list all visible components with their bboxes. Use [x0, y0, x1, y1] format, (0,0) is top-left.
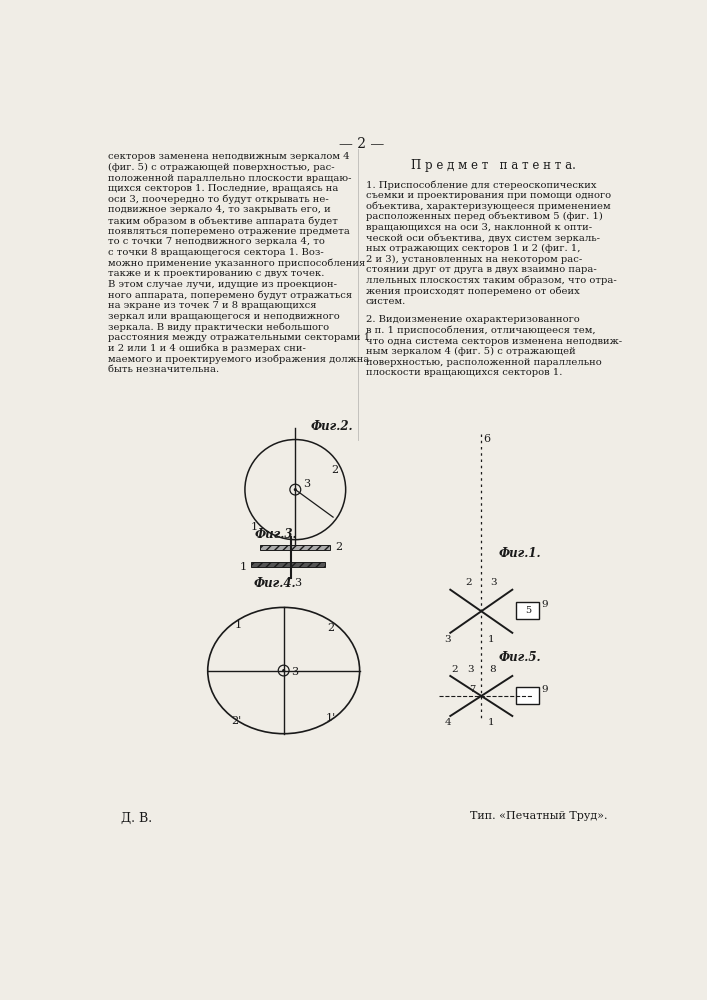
Text: 1: 1 [250, 522, 257, 532]
Text: 3: 3 [295, 578, 302, 588]
Text: 9: 9 [541, 685, 548, 694]
Text: Фиг.2.: Фиг.2. [310, 420, 353, 433]
Text: ным зеркалом 4 (фиг. 5) с отражающей: ным зеркалом 4 (фиг. 5) с отражающей [366, 347, 575, 356]
Text: съемки и проектирования при помощи одного: съемки и проектирования при помощи одног… [366, 191, 611, 200]
Text: жения происходят поперемено от обеих: жения происходят поперемено от обеих [366, 286, 580, 296]
Text: — 2 —: — 2 — [339, 137, 385, 151]
Text: ллельных плоскостях таким образом, что отра-: ллельных плоскостях таким образом, что о… [366, 276, 617, 285]
Text: маемого и проектируемого изображения должна: маемого и проектируемого изображения дол… [107, 354, 369, 364]
Text: 9: 9 [541, 600, 548, 609]
Text: П р е д м е т   п а т е н т а.: П р е д м е т п а т е н т а. [411, 158, 576, 172]
Text: плоскости вращающихся секторов 1.: плоскости вращающихся секторов 1. [366, 368, 562, 377]
Text: зеркал или вращающегося и неподвижного: зеркал или вращающегося и неподвижного [107, 312, 339, 321]
Text: 1: 1 [487, 635, 494, 644]
Text: Д. В.: Д. В. [121, 811, 152, 824]
Text: 5: 5 [525, 606, 531, 615]
Text: 3: 3 [303, 479, 310, 489]
Text: 3: 3 [491, 578, 497, 587]
Text: ческой оси объектива, двух систем зеркаль-: ческой оси объектива, двух систем зеркал… [366, 233, 600, 243]
Text: В этом случае лучи, идущие из проекцион-: В этом случае лучи, идущие из проекцион- [107, 280, 337, 289]
Text: Тип. «Печатный Труд».: Тип. «Печатный Труд». [470, 811, 607, 821]
Text: положенной параллельно плоскости вращаю-: положенной параллельно плоскости вращаю- [107, 174, 351, 183]
Text: и 2 или 1 и 4 ошибка в размерах сни-: и 2 или 1 и 4 ошибка в размерах сни- [107, 344, 305, 353]
Text: расстояния между отражательными секторами 1: расстояния между отражательными секторам… [107, 333, 370, 342]
Text: 3: 3 [445, 635, 451, 644]
Text: 3: 3 [467, 665, 474, 674]
Text: ных отражающих секторов 1 и 2 (фиг. 1,: ных отражающих секторов 1 и 2 (фиг. 1, [366, 244, 580, 253]
Text: Фиг.3.: Фиг.3. [255, 528, 298, 541]
Text: 2: 2 [466, 578, 472, 587]
Text: Фиг.5.: Фиг.5. [498, 651, 541, 664]
Text: 6: 6 [484, 434, 491, 444]
Text: 2: 2 [451, 665, 457, 674]
Circle shape [293, 488, 297, 491]
Text: появляться поперемено отражение предмета: появляться поперемено отражение предмета [107, 227, 350, 236]
Text: систем.: систем. [366, 297, 406, 306]
Text: Фиг.1.: Фиг.1. [498, 547, 541, 560]
Text: 2: 2 [328, 623, 335, 633]
Text: в п. 1 приспособления, отличающееся тем,: в п. 1 приспособления, отличающееся тем, [366, 326, 595, 335]
Text: таким образом в объективе аппарата будет: таким образом в объективе аппарата будет [107, 216, 338, 226]
Text: можно применение указанного приспособления: можно применение указанного приспособлен… [107, 259, 365, 268]
Text: расположенных перед объективом 5 (фиг. 1): расположенных перед объективом 5 (фиг. 1… [366, 212, 602, 221]
Text: 1': 1' [325, 713, 336, 723]
Text: 1: 1 [240, 562, 247, 572]
Text: 2. Видоизменение охарактеризованного: 2. Видоизменение охарактеризованного [366, 315, 580, 324]
Text: вращающихся на оси 3, наклонной к опти-: вращающихся на оси 3, наклонной к опти- [366, 223, 592, 232]
Text: 8: 8 [489, 665, 496, 674]
Text: зеркала. В виду практически небольшого: зеркала. В виду практически небольшого [107, 322, 329, 332]
Text: ного аппарата, поперемено будут отражаться: ного аппарата, поперемено будут отражать… [107, 290, 352, 300]
Text: 2: 2 [332, 465, 339, 475]
Text: (фиг. 5) с отражающей поверхностью, рас-: (фиг. 5) с отражающей поверхностью, рас- [107, 163, 334, 172]
Text: что одна система секторов изменена неподвиж-: что одна система секторов изменена непод… [366, 337, 622, 346]
Text: Фиг.4.: Фиг.4. [253, 577, 296, 590]
Text: оси 3, поочередно то будут открывать не-: оси 3, поочередно то будут открывать не- [107, 195, 329, 204]
Bar [251, 562, 325, 567]
Text: стоянии друг от друга в двух взаимно пара-: стоянии друг от друга в двух взаимно пар… [366, 265, 597, 274]
Circle shape [282, 669, 285, 672]
Text: быть незначительна.: быть незначительна. [107, 365, 219, 374]
Bar [516, 602, 539, 619]
Text: 7: 7 [469, 685, 475, 694]
Text: 4: 4 [445, 718, 451, 727]
Text: также и к проектированию с двух точек.: также и к проектированию с двух точек. [107, 269, 324, 278]
Text: 1: 1 [235, 620, 242, 630]
Text: секторов заменена неподвижным зеркалом 4: секторов заменена неподвижным зеркалом 4 [107, 152, 349, 161]
Text: 2: 2 [336, 542, 343, 552]
Text: 2': 2' [232, 716, 242, 726]
Text: 3: 3 [291, 667, 298, 677]
Bar [516, 687, 539, 704]
Bar [260, 545, 330, 550]
Text: 1. Приспособление для стереоскопических: 1. Приспособление для стереоскопических [366, 180, 596, 190]
Text: 1: 1 [487, 718, 494, 727]
Text: объектива, характеризующееся применением: объектива, характеризующееся применением [366, 201, 610, 211]
Text: 2 и 3), установленных на некотором рас-: 2 и 3), установленных на некотором рас- [366, 254, 582, 264]
Text: поверхностью, расположенной параллельно: поверхностью, расположенной параллельно [366, 358, 602, 367]
Text: подвижное зеркало 4, то закрывать его, и: подвижное зеркало 4, то закрывать его, и [107, 205, 330, 214]
Text: щихся секторов 1. Последние, вращаясь на: щихся секторов 1. Последние, вращаясь на [107, 184, 338, 193]
Text: на экране из точек 7 и 8 вращающихся: на экране из точек 7 и 8 вращающихся [107, 301, 316, 310]
Text: с точки 8 вращающегося сектора 1. Воз-: с точки 8 вращающегося сектора 1. Воз- [107, 248, 324, 257]
Text: то с точки 7 неподвижного зеркала 4, то: то с точки 7 неподвижного зеркала 4, то [107, 237, 325, 246]
